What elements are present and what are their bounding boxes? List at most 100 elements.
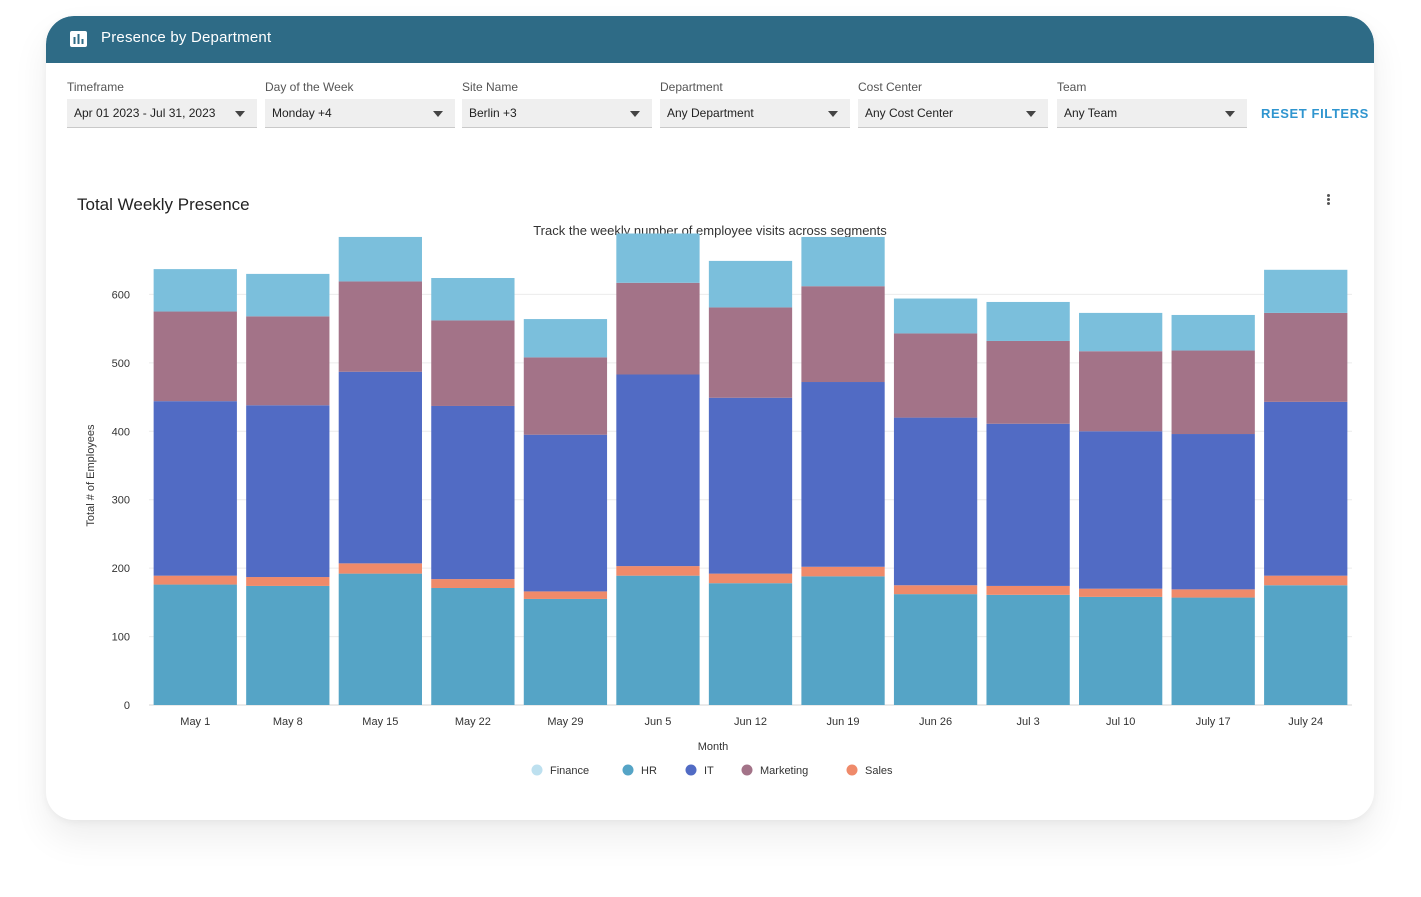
bar-segment-sales bbox=[338, 563, 422, 574]
legend-label: Marketing bbox=[760, 765, 808, 777]
y-tick-label: 300 bbox=[112, 495, 130, 507]
legend-marker bbox=[531, 764, 543, 776]
filter-timeframe: Timeframe Apr 01 2023 - Jul 31, 2023 bbox=[67, 80, 257, 128]
filter-label: Day of the Week bbox=[265, 80, 354, 94]
bar-segment-marketing bbox=[616, 282, 700, 375]
x-tick-label: May 22 bbox=[455, 716, 491, 728]
dashboard-card: Presence by Department Timeframe Apr 01 … bbox=[46, 16, 1374, 820]
bar-segment-marketing bbox=[801, 286, 885, 383]
x-tick-label: May 29 bbox=[547, 716, 583, 728]
x-tick-label: Jun 12 bbox=[734, 716, 767, 728]
bar-segment-it bbox=[986, 423, 1070, 586]
bar-segment-finance bbox=[338, 236, 422, 282]
bar-segment-finance bbox=[523, 319, 608, 358]
site-name-select[interactable]: Berlin +3 bbox=[462, 99, 652, 128]
bar-segment-it bbox=[1171, 434, 1255, 590]
legend-marker bbox=[685, 764, 697, 776]
legend-marker bbox=[741, 764, 753, 776]
y-tick-label: 500 bbox=[112, 358, 130, 370]
bar-segment-hr bbox=[153, 584, 237, 705]
legend-marker bbox=[846, 764, 858, 776]
bar-segment-hr bbox=[1079, 596, 1163, 705]
y-tick-label: 600 bbox=[112, 289, 130, 301]
x-tick-label: Jun 26 bbox=[919, 716, 952, 728]
department-select[interactable]: Any Department bbox=[660, 99, 850, 128]
chevron-down-icon bbox=[1225, 111, 1235, 117]
bar-segment-it bbox=[1264, 401, 1348, 576]
filter-value: Any Department bbox=[667, 106, 754, 120]
bar-segment-it bbox=[708, 397, 793, 574]
filter-label: Team bbox=[1057, 80, 1087, 94]
chart-title: Total Weekly Presence bbox=[77, 195, 250, 214]
bar-segment-finance bbox=[153, 269, 237, 312]
bar-segment-hr bbox=[246, 585, 330, 705]
legend-label: HR bbox=[641, 765, 657, 777]
chevron-down-icon bbox=[1026, 111, 1036, 117]
chevron-down-icon bbox=[433, 111, 443, 117]
bar-segment-marketing bbox=[1079, 351, 1163, 432]
filter-day-of-week: Day of the Week Monday +4 bbox=[265, 80, 455, 128]
bar-segment-finance bbox=[246, 273, 330, 317]
bar-segment-finance bbox=[1264, 269, 1348, 313]
bar-segment-sales bbox=[1079, 588, 1163, 597]
legend-label: IT bbox=[704, 765, 714, 777]
bar-segment-finance bbox=[801, 236, 885, 287]
bar-segment-marketing bbox=[893, 333, 978, 418]
bar-segment-hr bbox=[338, 573, 422, 705]
bar-segment-hr bbox=[1171, 597, 1255, 705]
card-header: Presence by Department bbox=[46, 16, 1374, 63]
bar-chart-icon bbox=[70, 31, 87, 47]
filter-value: Monday +4 bbox=[272, 106, 332, 120]
y-tick-label: 400 bbox=[112, 426, 130, 438]
bar-segment-finance bbox=[1171, 314, 1255, 351]
bar-segment-hr bbox=[1264, 585, 1348, 705]
bar-segment-hr bbox=[523, 598, 608, 705]
bar-segment-hr bbox=[708, 583, 793, 705]
chart-subtitle: Track the weekly number of employee visi… bbox=[533, 223, 887, 238]
bar-segment-it bbox=[893, 417, 978, 586]
cost-center-select[interactable]: Any Cost Center bbox=[858, 99, 1048, 128]
bar-segment-sales bbox=[616, 566, 700, 576]
bar-segment-finance bbox=[986, 301, 1070, 341]
bar-segment-marketing bbox=[1171, 350, 1255, 435]
legend-marker bbox=[622, 764, 634, 776]
filter-cost-center: Cost Center Any Cost Center bbox=[858, 80, 1048, 128]
bar-segment-marketing bbox=[338, 281, 422, 372]
bar-segment-sales bbox=[708, 573, 793, 584]
team-select[interactable]: Any Team bbox=[1057, 99, 1247, 128]
bar-segment-sales bbox=[153, 575, 237, 585]
bar-segment-it bbox=[1079, 431, 1163, 589]
bar-segment-sales bbox=[246, 577, 330, 586]
chevron-down-icon bbox=[235, 111, 245, 117]
legend-label: Finance bbox=[550, 765, 589, 777]
bar-segment-it bbox=[153, 401, 237, 576]
bar-segment-marketing bbox=[986, 340, 1070, 424]
filter-team: Team Any Team bbox=[1057, 80, 1247, 128]
bar-segment-marketing bbox=[431, 320, 515, 406]
x-tick-label: July 17 bbox=[1196, 716, 1231, 728]
x-tick-label: May 15 bbox=[362, 716, 398, 728]
reset-filters-button[interactable]: RESET FILTERS bbox=[1261, 106, 1369, 121]
filter-value: Any Cost Center bbox=[865, 106, 954, 120]
y-tick-label: 100 bbox=[112, 632, 130, 644]
timeframe-select[interactable]: Apr 01 2023 - Jul 31, 2023 bbox=[67, 99, 257, 128]
x-tick-label: Jul 3 bbox=[1016, 716, 1039, 728]
bar-segment-it bbox=[801, 382, 885, 567]
bar-segment-hr bbox=[616, 575, 700, 705]
x-tick-label: May 8 bbox=[273, 716, 303, 728]
filter-label: Timeframe bbox=[67, 80, 124, 94]
filter-label: Site Name bbox=[462, 80, 519, 94]
y-tick-label: 200 bbox=[112, 563, 130, 575]
bar-segment-marketing bbox=[708, 307, 793, 398]
bar-segment-finance bbox=[616, 233, 700, 283]
bar-segment-it bbox=[431, 405, 515, 580]
more-options-icon[interactable] bbox=[1316, 192, 1340, 212]
x-tick-label: Jul 10 bbox=[1106, 716, 1135, 728]
filter-site-name: Site Name Berlin +3 bbox=[462, 80, 652, 128]
x-tick-label: Jun 5 bbox=[645, 716, 672, 728]
filter-value: Apr 01 2023 - Jul 31, 2023 bbox=[74, 106, 216, 120]
day-of-week-select[interactable]: Monday +4 bbox=[265, 99, 455, 128]
bar-segment-it bbox=[338, 371, 422, 564]
filter-value: Any Team bbox=[1064, 106, 1118, 120]
x-tick-label: May 1 bbox=[180, 716, 210, 728]
